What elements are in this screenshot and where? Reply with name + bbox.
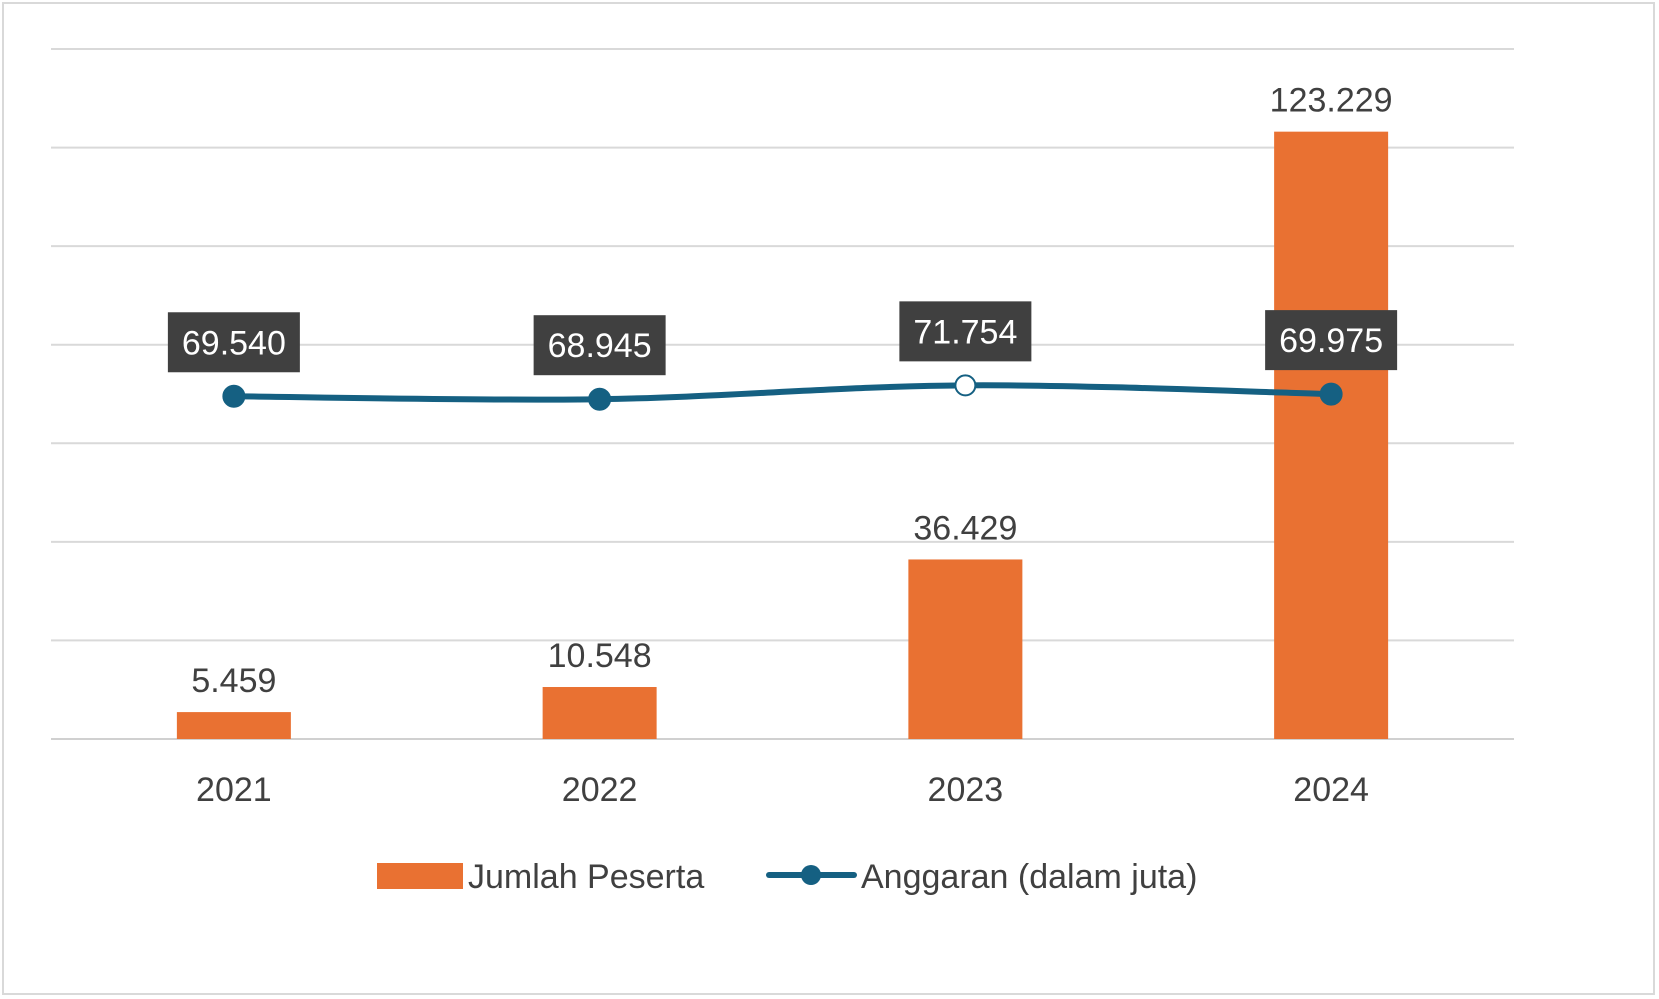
line-data-label: 68.945 [548,327,652,365]
line-label-box [899,301,1032,362]
line-label-box [167,312,300,373]
x-tick-label: 2023 [928,771,1004,809]
x-tick-label: 2021 [196,771,272,809]
bar-data-label: 36.429 [913,509,1017,547]
legend-label-jumlah-peserta: Jumlah Peserta [468,858,704,896]
legend-label-anggaran: Anggaran (dalam juta) [861,858,1197,896]
line-anggaran [230,382,1335,403]
line-marker-2024 [1319,382,1343,406]
line-data-label: 71.754 [913,313,1017,351]
line-marker-2023 [954,374,977,397]
bar-jumlah-peserta-2021 [176,712,291,739]
line-label-box [1265,310,1398,371]
combo-chart: 5.459 10.548 36.429 123.229 2021 2022 2023 2024… [51,48,1514,896]
bar-jumlah-peserta-2024 [1274,131,1389,739]
line-marker-2021 [222,384,246,408]
x-tick-label: 2022 [562,771,638,809]
line-data-label: 69.975 [1279,322,1383,360]
legend-swatch-marker-anggaran [801,865,821,885]
bar-jumlah-peserta-2023 [908,559,1023,739]
bar-data-label: 123.229 [1270,82,1393,120]
line-marker-2022 [588,387,612,411]
legend-swatch-jumlah-peserta [377,863,463,889]
line-data-label: 69.540 [182,324,286,362]
line-label-box [533,315,666,376]
bar-jumlah-peserta-2022 [542,687,657,739]
bar-data-label: 10.548 [548,637,652,675]
bar-data-label: 5.459 [191,662,276,700]
x-tick-label: 2024 [1293,771,1369,809]
